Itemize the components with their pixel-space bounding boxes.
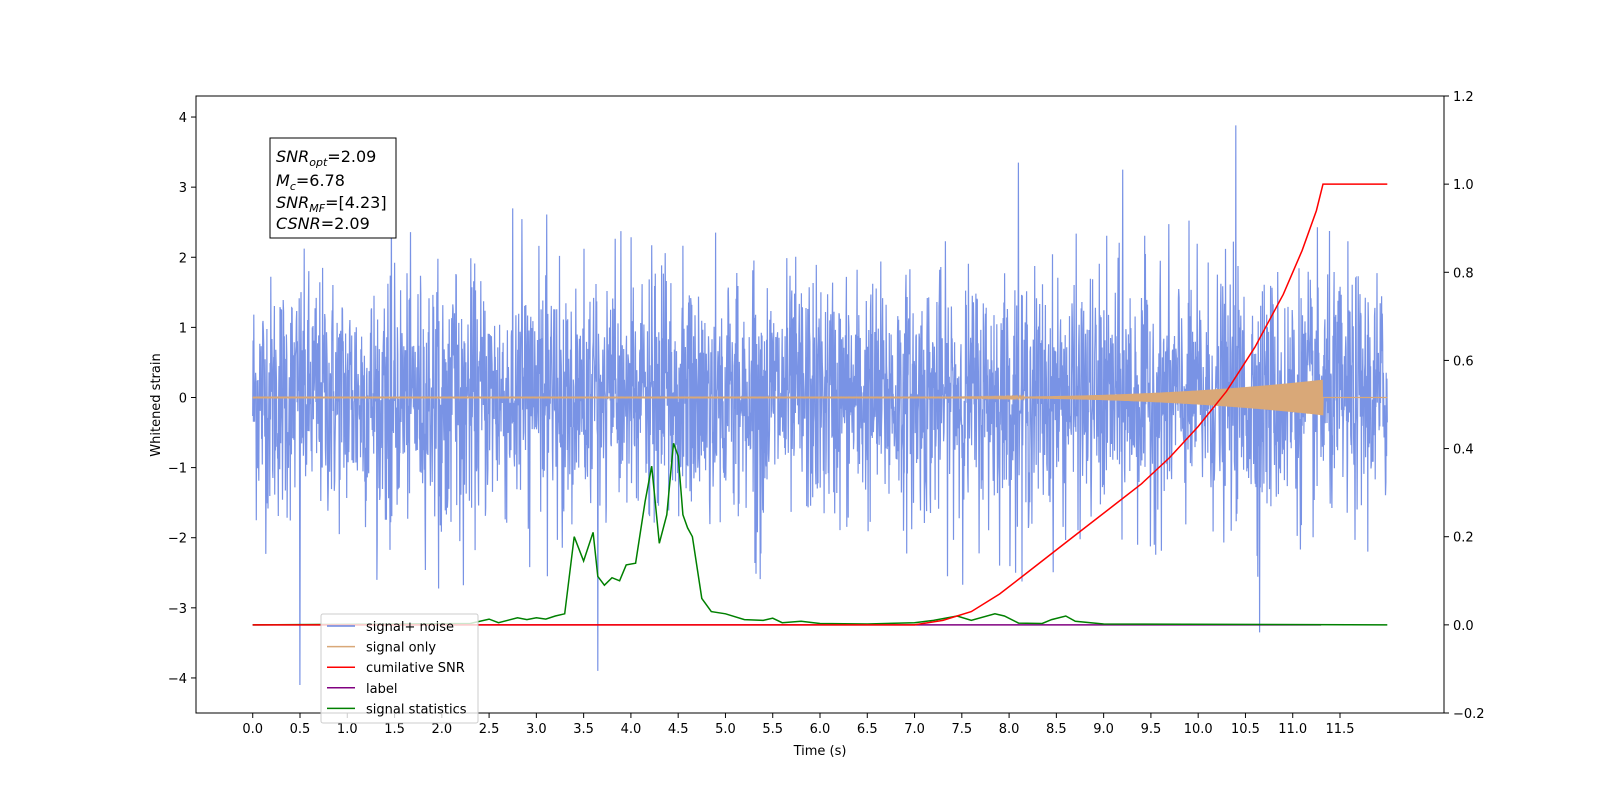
snr-opt-value: =2.09 [327,147,376,166]
csnr-symbol: CSNR [276,214,321,233]
x-tick-label: 7.0 [904,722,925,737]
mc-value: =6.78 [296,171,345,190]
annotation-frame [269,137,397,239]
series-signal-statistics [252,443,1388,626]
x-tick-label: 4.5 [668,722,689,737]
annotation-mc: Mc=6.78 [276,171,345,193]
annotation-snr-opt: SNRopt=2.09 [276,147,376,169]
mc-symbol: M [276,171,290,190]
x-tick-label: 5.5 [762,722,783,737]
x-tick-label: 0.5 [290,722,311,737]
y-tick-label: 1 [179,321,187,336]
snr-mf-value: =[4.23] [325,193,387,212]
x-tick-label: 2.0 [431,722,452,737]
x-tick-label: 11.5 [1326,722,1355,737]
x-tick-label: 6.0 [810,722,831,737]
y-tick-label: 3 [179,181,187,196]
x-tick-label: 3.0 [526,722,547,737]
legend: signal+ noise signal only cumilative SNR la… [320,613,479,724]
series-signal-noise [252,125,1388,686]
y-tick-label: −4 [168,672,187,687]
x-tick-label: 0.0 [242,722,263,737]
snr-opt-subscript: opt [309,156,328,169]
snr-opt-symbol: SNR [276,147,309,166]
snr-mf-symbol: SNR [276,193,309,212]
y-tick-label: −3 [168,602,187,617]
y-axis-label: Whitened strain [149,353,164,456]
y-tick-label: −2 [168,532,187,547]
y2-tick-label: 0.0 [1453,619,1474,634]
x-tick-label: 11.0 [1278,722,1307,737]
legend-label-signal-statistics: signal statistics [366,702,467,717]
annotation-snr-mf: SNRMF=[4.23] [276,193,387,215]
y2-tick-label: 0.6 [1453,354,1474,369]
x-tick-label: 8.0 [999,722,1020,737]
legend-label-signal-only: signal only [366,641,436,656]
y-tick-label: 2 [179,251,187,266]
x-tick-label: 2.5 [479,722,500,737]
annotation-box: SNRopt=2.09 Mc=6.78 SNRMF=[4.23] CSNR=2.… [269,137,397,239]
x-tick-label: 7.5 [951,722,972,737]
y2-tick-label: 0.8 [1453,266,1474,281]
y-tick-label: 0 [179,391,187,406]
y2-tick-label: 0.2 [1453,531,1474,546]
x-tick-label: 6.5 [857,722,878,737]
x-tick-label: 10.5 [1231,722,1260,737]
legend-label-signal-noise: signal+ noise [366,620,454,635]
annotation-csnr: CSNR=2.09 [276,214,370,233]
y2-tick-label: 0.4 [1453,443,1474,458]
x-tick-label: 1.0 [337,722,358,737]
legend-label-cumilative-snr: cumilative SNR [366,661,465,676]
x-tick-label: 4.0 [621,722,642,737]
snr-mf-subscript: MF [309,202,325,215]
y2-tick-label: 1.2 [1453,90,1474,105]
x-tick-label: 9.5 [1141,722,1162,737]
mc-subscript: c [290,180,296,193]
y-axis-left: 4 3 2 1 0 −1 −2 −3 −4 [168,111,196,687]
y2-tick-label: −0.2 [1453,707,1485,722]
x-tick-label: 9.0 [1093,722,1114,737]
legend-label-label: label [366,682,397,697]
legend-frame [320,613,479,724]
y-axis-right: 1.2 1.0 0.8 0.6 0.4 0.2 0.0 −0.2 [1444,90,1485,722]
x-tick-label: 10.0 [1184,722,1213,737]
csnr-value: =2.09 [321,214,370,233]
y2-tick-label: 1.0 [1453,178,1474,193]
series-signal-only [252,379,1388,416]
x-axis-label: Time (s) [793,744,847,759]
x-axis: 0.0 0.5 1.0 1.5 2.0 2.5 3.0 3.5 4.0 4.5 5.0 5.5 6.0 6… [242,713,1354,737]
y-tick-label: 4 [179,111,187,126]
x-tick-label: 3.5 [573,722,594,737]
x-tick-label: 5.0 [715,722,736,737]
x-tick-label: 1.5 [384,722,405,737]
y-tick-label: −1 [168,462,187,477]
x-tick-label: 8.5 [1046,722,1067,737]
series-cumulative-snr [252,183,1388,626]
